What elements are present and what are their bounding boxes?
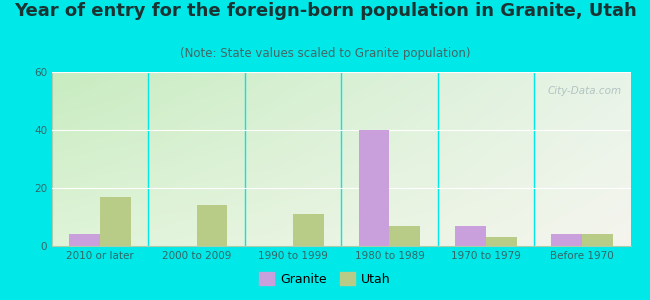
Bar bbox=[486, 237, 517, 246]
Bar bbox=[455, 226, 486, 246]
Bar bbox=[293, 214, 324, 246]
Text: Year of entry for the foreign-born population in Granite, Utah: Year of entry for the foreign-born popul… bbox=[14, 2, 636, 20]
Bar bbox=[100, 197, 131, 246]
Bar bbox=[551, 234, 582, 246]
Bar bbox=[196, 206, 227, 246]
Bar bbox=[359, 130, 389, 246]
Bar bbox=[70, 234, 100, 246]
Text: City-Data.com: City-Data.com bbox=[548, 86, 622, 96]
Text: (Note: State values scaled to Granite population): (Note: State values scaled to Granite po… bbox=[180, 46, 470, 59]
Bar bbox=[389, 226, 421, 246]
Legend: Granite, Utah: Granite, Utah bbox=[254, 267, 396, 291]
Bar bbox=[582, 234, 613, 246]
